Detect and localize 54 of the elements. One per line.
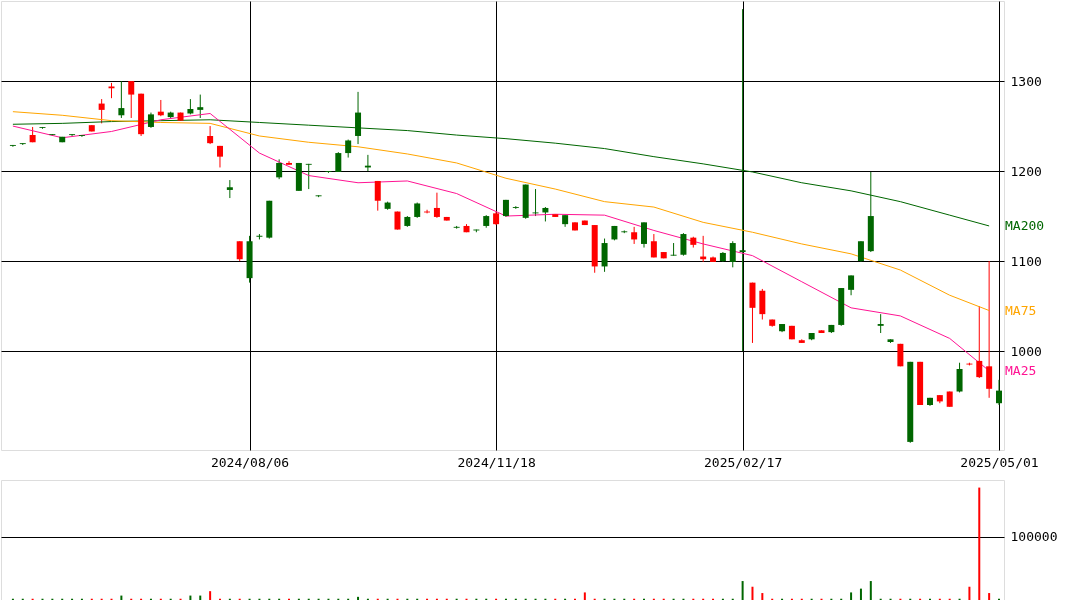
y-tick-label: 1000 [1010, 343, 1042, 359]
candlestick [956, 362, 963, 393]
bar [869, 581, 872, 600]
x-tick-label: 2025/05/01 [960, 454, 1039, 470]
candlestick [729, 240, 736, 268]
bar [357, 596, 360, 600]
candlestick [680, 232, 687, 257]
x-tick-label: 2024/08/06 [210, 454, 290, 470]
candlestick [848, 274, 855, 296]
candlestick [9, 144, 16, 148]
bar [761, 593, 764, 600]
x-tick-label: 2024/11/18 [457, 454, 536, 470]
candlestick [335, 151, 342, 173]
candlestick [236, 240, 243, 262]
bar [741, 581, 744, 600]
candlestick [601, 238, 608, 273]
y-tick-label: 1200 [1010, 163, 1042, 179]
candlestick [207, 125, 214, 145]
bar [751, 586, 754, 600]
candlestick [286, 160, 293, 166]
candlestick [996, 379, 1002, 406]
series-label: MA200 [1005, 217, 1045, 233]
candlestick [98, 98, 105, 124]
candlestick [670, 242, 677, 257]
x-tick-label: 2025/02/17 [703, 454, 783, 470]
candlestick [118, 80, 125, 119]
candlestick [374, 180, 381, 212]
line-series [12, 111, 990, 312]
series-label: MA75 [1005, 302, 1037, 318]
candlestick [641, 221, 647, 249]
candlestick [305, 163, 312, 190]
bar [978, 487, 981, 600]
candlestick [532, 188, 539, 217]
candlestick [976, 305, 983, 379]
series-label: MA25 [1005, 362, 1037, 378]
bar [209, 591, 212, 600]
bar [859, 588, 862, 600]
bar [968, 586, 971, 600]
candlestick [631, 226, 638, 245]
candlestick [857, 240, 864, 263]
y-tick-label: 100000 [1010, 529, 1058, 545]
candlestick [78, 134, 85, 138]
candlestick [276, 158, 283, 180]
bar [988, 593, 991, 600]
bar [583, 592, 586, 600]
bar [850, 592, 853, 600]
y-tick-label: 1100 [1010, 253, 1042, 269]
candlestick [128, 80, 135, 119]
y-tick-label: 1300 [1010, 73, 1042, 89]
candlestick [759, 288, 766, 321]
candlestick [986, 260, 993, 399]
candlestick [877, 313, 884, 334]
candlestick [433, 192, 440, 219]
candlestick [69, 133, 76, 137]
